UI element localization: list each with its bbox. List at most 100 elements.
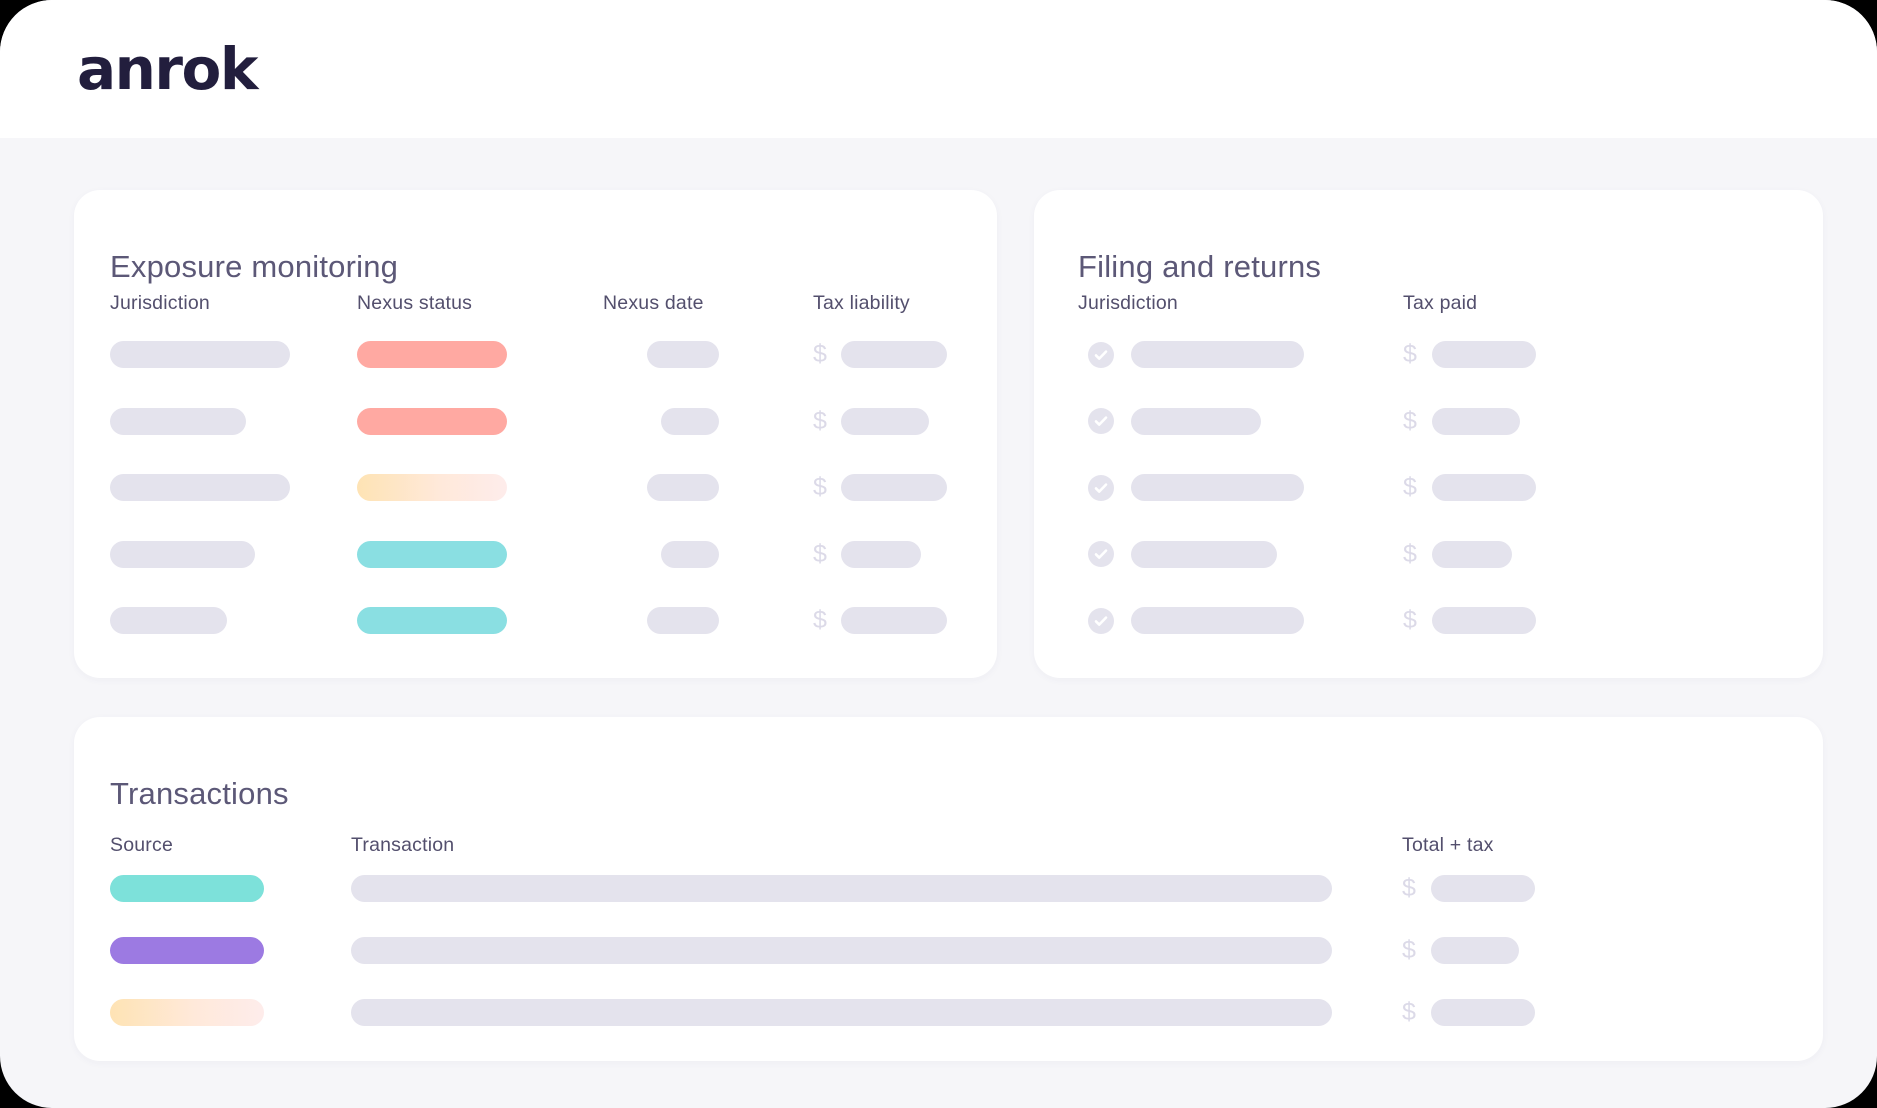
column-header-jurisdiction: Jurisdiction (110, 292, 210, 314)
table-row: $ (110, 875, 1823, 902)
table-row: $ (110, 474, 997, 501)
total-tax-cell: $ (1402, 999, 1823, 1026)
nexus-date-cell (603, 407, 725, 435)
currency-symbol: $ (1403, 539, 1417, 568)
nexus-date-cell (603, 540, 725, 568)
total-tax-cell: $ (1402, 875, 1823, 902)
transaction-rows: $ $ $ (74, 875, 1823, 1026)
source-cell (110, 937, 351, 964)
source-cell (110, 999, 351, 1026)
tax-liability-placeholder (840, 607, 947, 634)
transaction-cell (351, 937, 1402, 964)
exposure-monitoring-card: Exposure monitoring Jurisdiction Nexus s… (74, 190, 997, 678)
nexus-date-placeholder (647, 607, 719, 634)
jurisdiction-cell (1078, 607, 1403, 634)
check-icon (1088, 541, 1114, 567)
check-icon (1088, 474, 1114, 501)
jurisdiction-cell (110, 474, 357, 501)
card-title: Exposure monitoring (110, 249, 399, 284)
nexus-date-cell (603, 607, 725, 634)
transaction-placeholder (351, 999, 1332, 1026)
tax-paid-placeholder (1431, 407, 1520, 435)
tax-paid-placeholder (1431, 341, 1536, 368)
table-row: $ (1078, 474, 1823, 501)
nexus-status-cell (357, 607, 603, 634)
currency-symbol: $ (813, 606, 827, 634)
table-row: $ (110, 341, 997, 368)
source-cell (110, 875, 351, 902)
jurisdiction-cell (1078, 341, 1403, 368)
jurisdiction-placeholder (110, 341, 290, 368)
total-tax-placeholder (1430, 875, 1535, 902)
nexus-status-pill (357, 474, 507, 501)
tax-paid-placeholder (1431, 540, 1512, 568)
source-pill (110, 937, 264, 964)
currency-symbol: $ (1403, 340, 1417, 368)
transaction-cell (351, 999, 1402, 1026)
jurisdiction-cell (1078, 540, 1403, 568)
nexus-status-cell (357, 407, 603, 435)
table-row: $ (1078, 539, 1823, 568)
jurisdiction-placeholder (110, 474, 290, 501)
table-row: $ (110, 406, 997, 435)
jurisdiction-placeholder (110, 407, 246, 435)
column-headers: Source Transaction Total + tax (110, 833, 1823, 857)
tax-paid-cell: $ (1403, 474, 1823, 501)
nexus-date-placeholder (661, 407, 719, 435)
nexus-date-placeholder (647, 341, 719, 368)
jurisdiction-cell (110, 607, 357, 634)
nexus-date-placeholder (661, 540, 719, 568)
tax-liability-cell: $ (725, 539, 997, 568)
tax-liability-cell: $ (725, 607, 997, 634)
exposure-rows: $ $ $ $ $ (74, 341, 997, 634)
column-headers: Jurisdiction Nexus status Nexus date Tax… (110, 291, 997, 315)
tax-liability-cell: $ (725, 341, 997, 368)
jurisdiction-cell (1078, 474, 1403, 501)
card-title: Transactions (110, 776, 289, 811)
column-header-total-tax: Total + tax (1402, 834, 1494, 856)
jurisdiction-placeholder (1131, 407, 1261, 435)
nexus-status-pill (357, 540, 507, 568)
nexus-date-placeholder (647, 474, 719, 501)
nexus-status-pill (357, 341, 507, 368)
tax-liability-cell: $ (725, 474, 997, 501)
filing-rows: $ $ $ $ $ (1034, 341, 1823, 634)
jurisdiction-placeholder (1131, 341, 1304, 368)
card-title: Filing and returns (1078, 249, 1322, 284)
transaction-cell (351, 875, 1402, 902)
table-row: $ (110, 937, 1823, 964)
column-header-tax-liability: Tax liability (813, 292, 910, 314)
total-tax-cell: $ (1402, 937, 1823, 964)
currency-symbol: $ (813, 539, 827, 568)
tax-paid-placeholder (1431, 607, 1536, 634)
jurisdiction-placeholder (1131, 540, 1277, 568)
jurisdiction-placeholder (1131, 607, 1304, 634)
column-headers: Jurisdiction Tax paid (1078, 291, 1823, 315)
jurisdiction-cell (110, 540, 357, 568)
table-row: $ (1078, 607, 1823, 634)
nexus-status-cell (357, 341, 603, 368)
tax-liability-placeholder (840, 540, 921, 568)
check-icon (1088, 607, 1114, 634)
check-icon (1088, 341, 1114, 368)
transaction-placeholder (351, 937, 1332, 964)
column-header-jurisdiction: Jurisdiction (1078, 292, 1178, 314)
table-row: $ (110, 539, 997, 568)
column-header-nexus-status: Nexus status (357, 292, 473, 314)
tax-paid-cell: $ (1403, 607, 1823, 634)
column-header-transaction: Transaction (351, 834, 455, 856)
total-tax-placeholder (1430, 999, 1535, 1026)
transactions-card: Transactions Source Transaction Total + … (74, 717, 1823, 1061)
currency-symbol: $ (813, 340, 827, 368)
currency-symbol: $ (813, 406, 827, 435)
column-header-source: Source (110, 834, 173, 856)
nexus-status-cell (357, 474, 603, 501)
currency-symbol: $ (1403, 473, 1417, 501)
nexus-status-pill (357, 407, 507, 435)
transaction-placeholder (351, 875, 1332, 902)
top-bar: anrok (0, 0, 1877, 138)
tax-paid-cell: $ (1403, 407, 1823, 435)
currency-symbol: $ (1403, 606, 1417, 634)
tax-liability-placeholder (840, 474, 947, 501)
